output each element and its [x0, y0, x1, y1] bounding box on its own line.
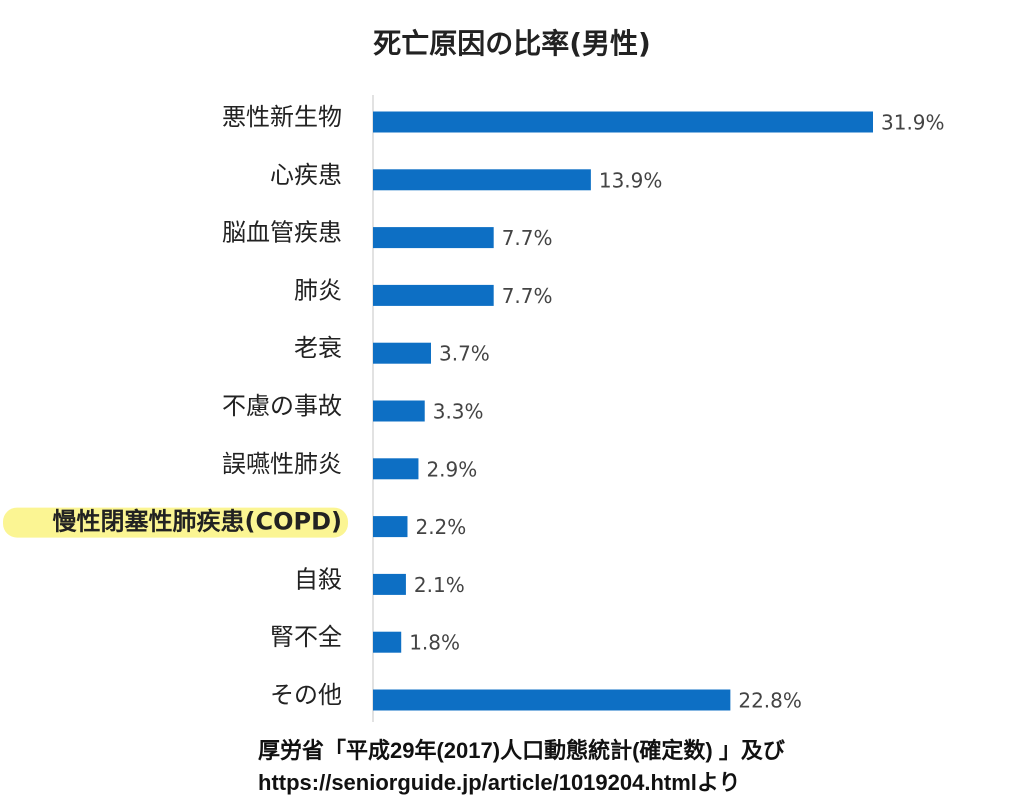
- value-label: 3.3%: [433, 400, 484, 424]
- category-label: その他: [270, 681, 342, 709]
- bar: [373, 631, 402, 653]
- bar: [373, 573, 406, 595]
- bar: [373, 400, 425, 422]
- category-label: 不慮の事故: [222, 392, 342, 420]
- bar: [373, 516, 408, 538]
- value-label: 22.8%: [738, 689, 802, 713]
- value-label: 13.9%: [599, 168, 663, 192]
- value-label: 31.9%: [881, 111, 945, 135]
- value-label: 1.8%: [409, 631, 460, 655]
- bar: [373, 111, 873, 133]
- value-label: 2.1%: [414, 573, 465, 597]
- bar: [373, 169, 591, 191]
- bar: [373, 284, 494, 306]
- value-label: 7.7%: [502, 284, 553, 308]
- chart-title: 死亡原因の比率(男性): [373, 27, 651, 60]
- value-label: 2.2%: [415, 515, 466, 539]
- value-label: 2.9%: [426, 457, 477, 481]
- category-label: 誤嚥性肺炎: [222, 450, 342, 478]
- bar: [373, 342, 431, 364]
- bar: [373, 227, 494, 249]
- category-label: 悪性新生物: [222, 103, 342, 131]
- category-label: 慢性閉塞性肺疾患(COPD): [53, 508, 342, 536]
- category-label: 肺炎: [294, 276, 342, 304]
- category-label: 脳血管疾患: [222, 219, 342, 247]
- bar: [373, 458, 419, 480]
- category-label: 自殺: [294, 565, 342, 593]
- highlight-marker: [3, 507, 348, 538]
- source-url: https://seniorguide.jp/article/1019204.h…: [258, 770, 741, 795]
- value-label: 3.7%: [439, 342, 490, 366]
- category-label: 老衰: [294, 334, 342, 362]
- source-citation: 厚労省「平成29年(2017)人口動態統計(確定数) 」及び: [258, 738, 785, 763]
- value-label: 7.7%: [502, 226, 553, 250]
- bar: [373, 689, 731, 711]
- category-label: 腎不全: [270, 623, 342, 651]
- bar-chart: 悪性新生物 31.9% 心疾患 13.9% 脳血管疾患 7.7% 肺炎 7.7% 老衰 3.7% 不…: [3, 95, 945, 722]
- category-label: 心疾患: [270, 161, 342, 189]
